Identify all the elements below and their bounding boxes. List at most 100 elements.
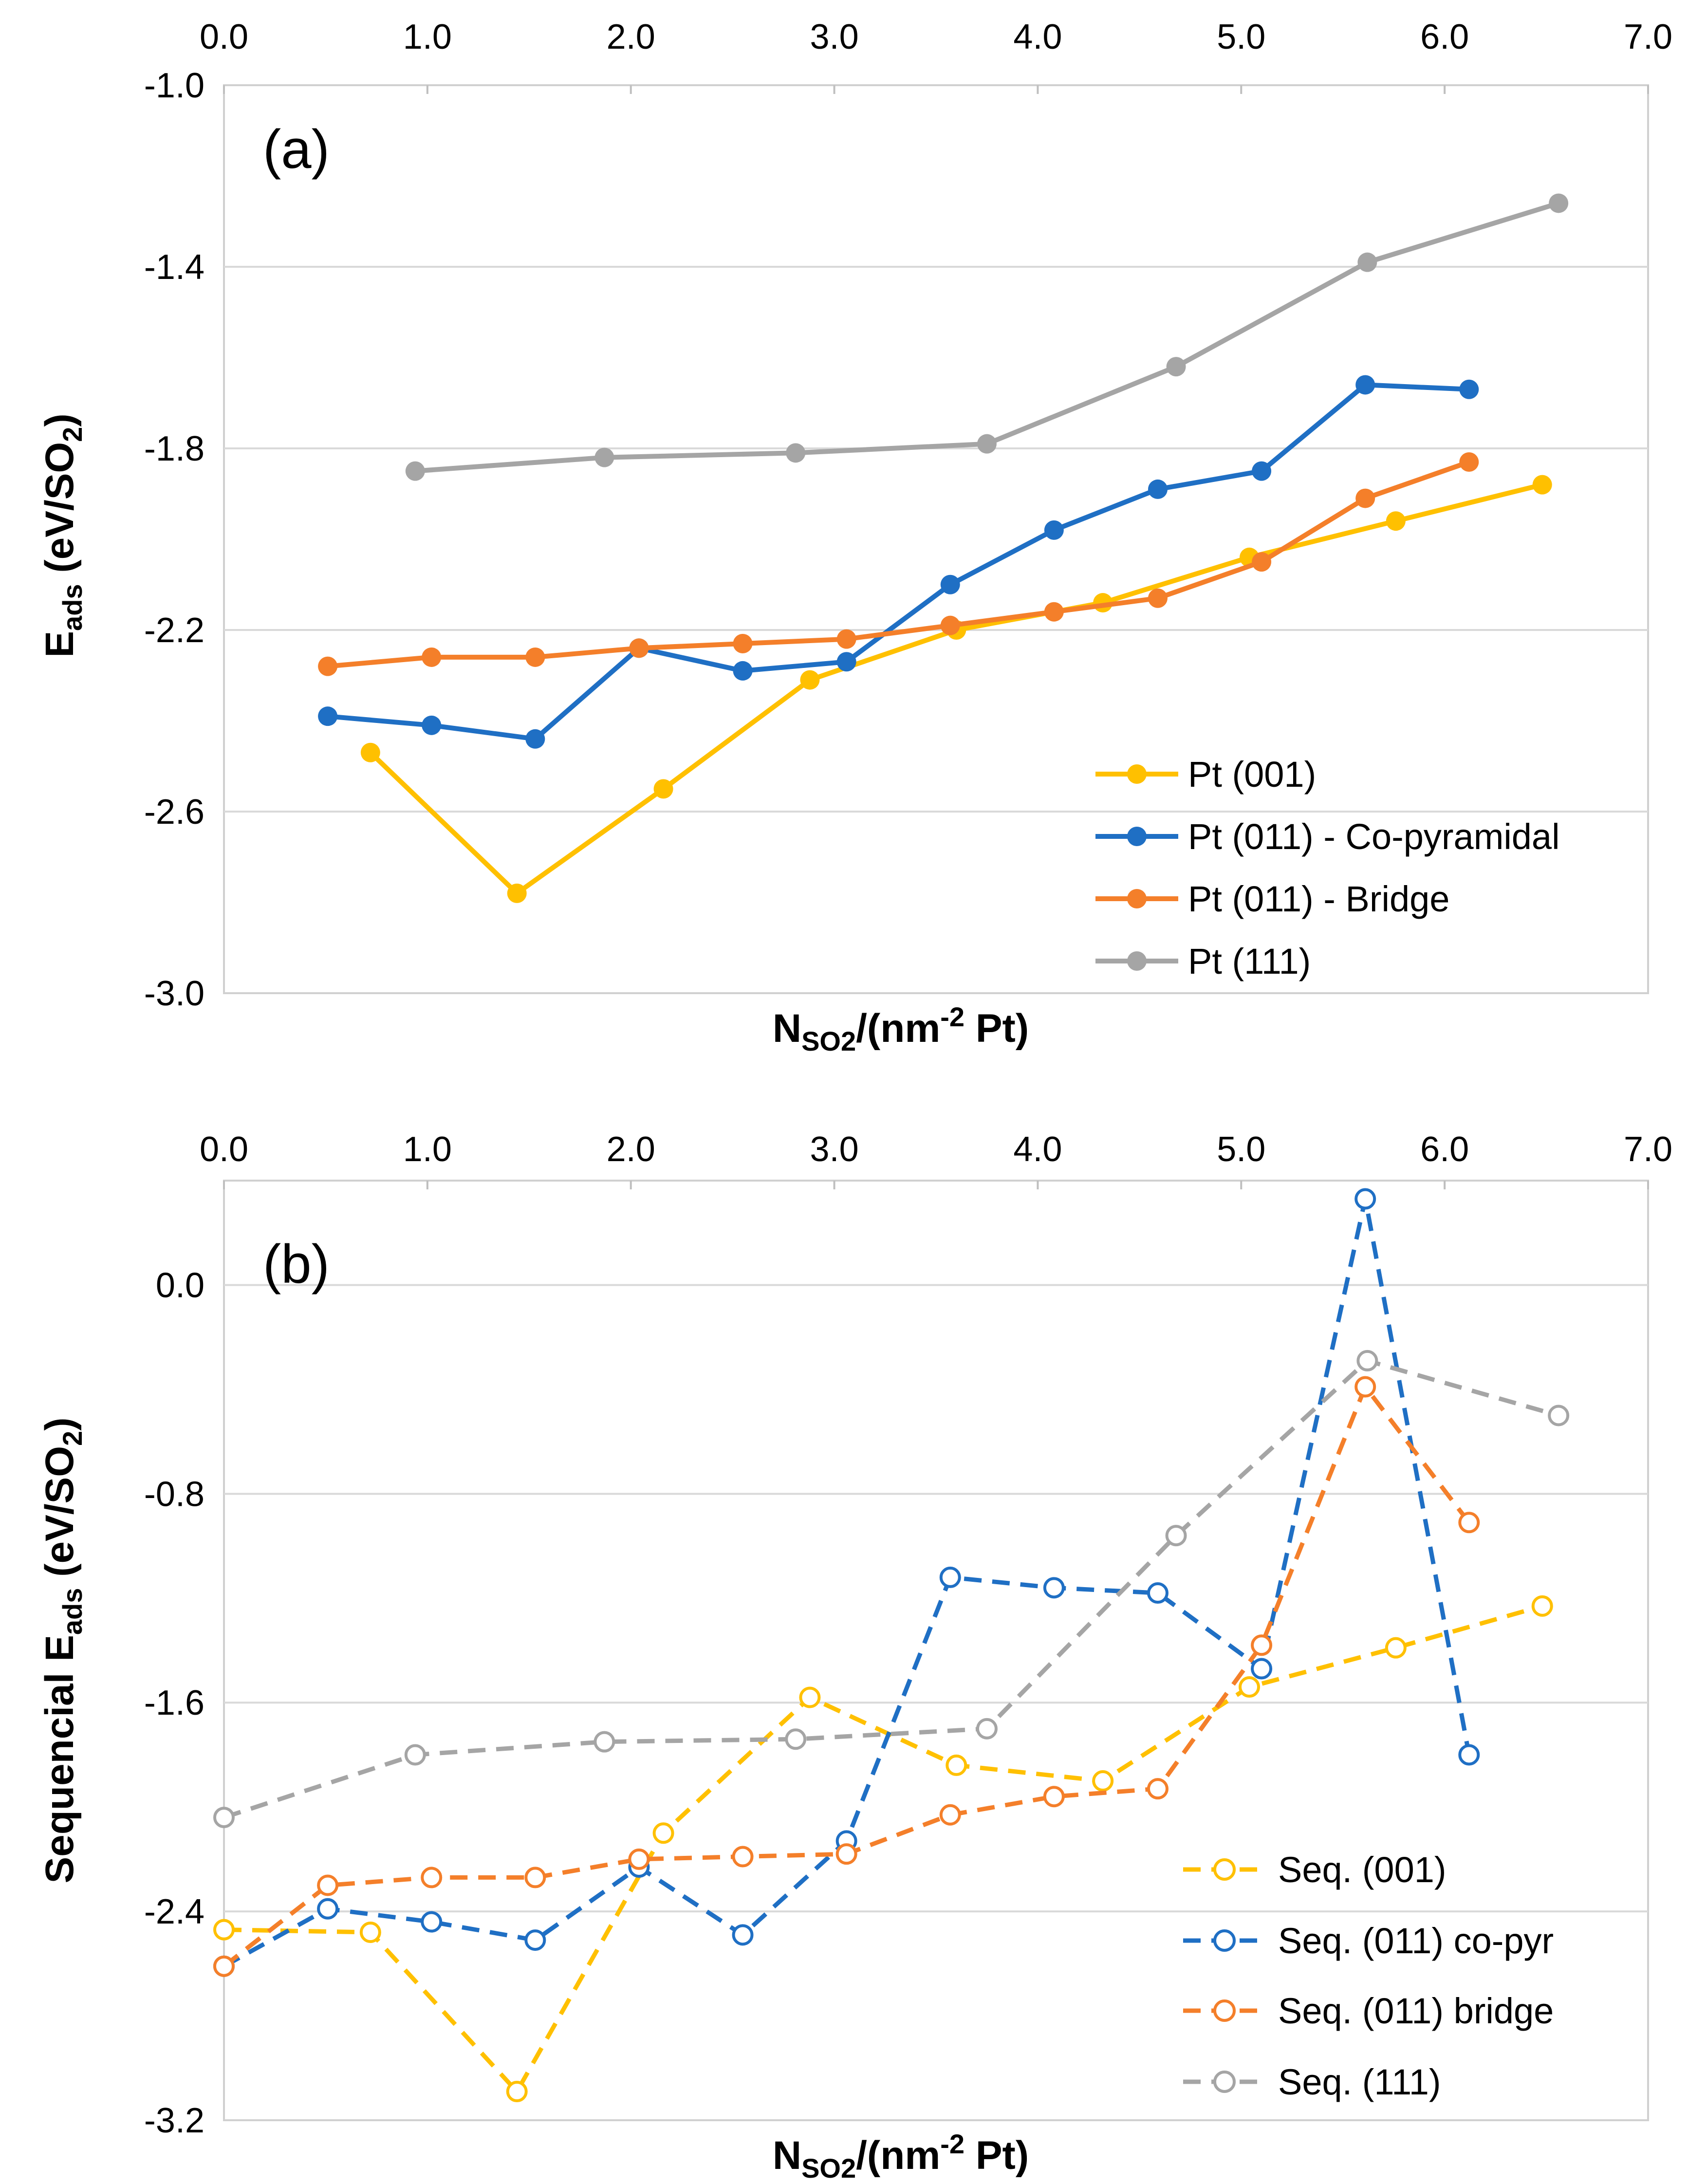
panel-a-series-3 bbox=[405, 193, 1569, 481]
panel-b-point-0-5 bbox=[946, 1754, 967, 1776]
panel-b-point-1-12 bbox=[1458, 1744, 1480, 1766]
panel-a-y-tick-label: -1.4 bbox=[144, 248, 204, 287]
panel-b-point-2-8 bbox=[1043, 1786, 1065, 1808]
panel-a-point-1-7 bbox=[1044, 520, 1064, 540]
panel-b-point-1-10 bbox=[1251, 1658, 1273, 1680]
panel-a: 0.0 1.0 2.0 3.0 4.0 5.0 6.0 7.0 -1.0 -1.4 -1.8 -2.… bbox=[37, 18, 1672, 1056]
panel-a-point-2-9 bbox=[1252, 552, 1272, 572]
legend-b-marker-1 bbox=[1213, 1929, 1236, 1952]
panel-b-point-1-8 bbox=[1043, 1577, 1065, 1599]
panel-a-point-1-9 bbox=[1252, 461, 1272, 481]
panel-a-point-1-11 bbox=[1459, 379, 1479, 399]
legend-b-marker-2 bbox=[1213, 1999, 1236, 2022]
panel-a-point-0-8 bbox=[1532, 475, 1552, 495]
panel-b-point-3-0 bbox=[213, 1807, 235, 1829]
panel-a-point-3-5 bbox=[1357, 252, 1377, 272]
legend-a-marker-2 bbox=[1127, 889, 1147, 908]
panel-a-point-3-2 bbox=[786, 443, 806, 463]
legend-b-marker-3 bbox=[1213, 2071, 1236, 2093]
panel-b-point-1-3 bbox=[524, 1929, 546, 1951]
panel-b-y-tick-labels: 0.0 -0.8 -1.6 -2.4 -3.2 bbox=[144, 1266, 204, 2140]
panel-a-series-1 bbox=[318, 375, 1479, 749]
panel-a-y-tick-label: -3.0 bbox=[144, 974, 204, 1013]
panel-b-point-2-3 bbox=[524, 1867, 546, 1888]
legend-a-label-2: Pt (011) - Bridge bbox=[1188, 879, 1449, 919]
panel-b-y-axis-title: Sequencial Eads (eV/SO2) bbox=[37, 1417, 88, 1883]
panel-a-y-tick-labels: -1.0 -1.4 -1.8 -2.2 -2.6 -3.0 bbox=[144, 66, 204, 1013]
panel-a-point-1-4 bbox=[733, 661, 753, 681]
panel-b-point-2-11 bbox=[1354, 1376, 1376, 1398]
panel-b-point-2-0 bbox=[213, 1955, 235, 1977]
panel-a-series-line-2 bbox=[327, 460, 1470, 669]
panel-b-series-line-3 bbox=[223, 1358, 1559, 1820]
panel-a-y-tick-label: -2.6 bbox=[144, 793, 204, 832]
panel-b-x-tick-label: 4.0 bbox=[1013, 1130, 1062, 1169]
panel-a-y-tick-label: -1.8 bbox=[144, 429, 204, 468]
panel-b-series-3 bbox=[213, 1350, 1570, 1829]
panel-a-point-2-0 bbox=[318, 656, 338, 676]
panel-a-point-0-2 bbox=[653, 779, 673, 799]
panel-a-point-2-3 bbox=[629, 638, 649, 658]
panel-a-point-3-0 bbox=[405, 461, 425, 481]
panel-a-point-2-7 bbox=[1044, 602, 1064, 622]
panel-b-y-tick-label: 0.0 bbox=[156, 1266, 204, 1305]
panel-a-point-2-10 bbox=[1355, 488, 1375, 508]
panel-a-point-0-3 bbox=[800, 670, 820, 690]
legend-b-label-1: Seq. (011) co-pyr bbox=[1278, 1921, 1554, 1961]
panel-a-x-tick-label: 5.0 bbox=[1217, 18, 1265, 56]
legend-a-marker-0 bbox=[1127, 764, 1147, 784]
panel-b-x-tick-label: 2.0 bbox=[607, 1130, 655, 1169]
panel-b-point-1-9 bbox=[1147, 1582, 1169, 1604]
legend-b-label-3: Seq. (111) bbox=[1278, 2062, 1441, 2102]
panel-b-point-0-8 bbox=[1385, 1637, 1407, 1659]
panel-b-series bbox=[213, 1188, 1570, 2103]
panel-b-point-2-5 bbox=[732, 1846, 754, 1868]
legend-a-label-3: Pt (111) bbox=[1188, 941, 1311, 981]
panel-b-point-0-3 bbox=[652, 1822, 674, 1844]
panel-a-point-3-3 bbox=[977, 434, 997, 454]
panel-a-plot-area bbox=[223, 84, 1649, 994]
panel-b-x-tick-labels: 0.0 1.0 2.0 3.0 4.0 5.0 6.0 7.0 bbox=[200, 1130, 1672, 1169]
panel-b-x-tick-label: 0.0 bbox=[200, 1130, 248, 1169]
panel-a-point-2-1 bbox=[422, 647, 442, 667]
panel-b-point-2-2 bbox=[421, 1867, 443, 1888]
panel-b-point-2-4 bbox=[628, 1848, 650, 1870]
panel-a-point-1-1 bbox=[422, 715, 442, 735]
panel-a-point-2-5 bbox=[836, 629, 856, 649]
panel-b-point-3-1 bbox=[404, 1744, 426, 1766]
panel-b-point-2-10 bbox=[1251, 1634, 1273, 1656]
panel-a-point-0-7 bbox=[1386, 511, 1406, 531]
legend-a-marker-3 bbox=[1127, 951, 1147, 971]
panel-b-point-0-0 bbox=[213, 1919, 235, 1941]
panel-a-legend: Pt (001) Pt (011) - Co-pyramidal Pt (011… bbox=[1095, 754, 1560, 981]
panel-a-point-1-6 bbox=[940, 574, 960, 594]
panel-b-point-2-12 bbox=[1458, 1512, 1480, 1534]
panel-a-y-tick-label: -1.0 bbox=[144, 66, 204, 105]
panel-b-point-3-3 bbox=[785, 1728, 807, 1750]
panel-a-x-tick-label: 2.0 bbox=[607, 18, 655, 56]
panel-b-point-2-1 bbox=[317, 1874, 339, 1896]
panel-b-point-3-2 bbox=[594, 1731, 615, 1753]
panel-a-x-tick-label: 7.0 bbox=[1624, 18, 1672, 56]
panel-b-point-3-6 bbox=[1356, 1350, 1378, 1371]
panel-b-point-2-9 bbox=[1147, 1778, 1169, 1800]
panel-a-point-0-1 bbox=[507, 883, 527, 903]
panel-a-point-0-0 bbox=[360, 742, 380, 762]
panel-a-point-1-8 bbox=[1148, 479, 1168, 499]
panel-b-point-1-5 bbox=[732, 1924, 754, 1946]
panel-b-point-0-7 bbox=[1239, 1676, 1260, 1698]
panel-a-point-2-11 bbox=[1459, 452, 1479, 472]
panel-a-x-tick-label: 6.0 bbox=[1420, 18, 1469, 56]
panel-a-grid bbox=[223, 85, 1649, 813]
panel-b-plot-area bbox=[223, 1180, 1649, 2121]
panel-a-y-tick-label: -2.2 bbox=[144, 611, 204, 650]
panel-a-x-axis-title: NSO2/(nm-2 Pt) bbox=[773, 1001, 1029, 1056]
panel-b-series-0 bbox=[213, 1595, 1553, 2103]
panel-b-point-0-4 bbox=[799, 1686, 821, 1708]
panel-b-point-2-7 bbox=[939, 1804, 961, 1826]
panel-b-point-1-1 bbox=[317, 1898, 339, 1920]
panel-a-x-tick-label: 1.0 bbox=[403, 18, 452, 56]
panel-b-legend: Seq. (001) Seq. (011) co-pyr Seq. (011) … bbox=[1183, 1850, 1554, 2102]
panel-a-series-2 bbox=[318, 452, 1479, 676]
